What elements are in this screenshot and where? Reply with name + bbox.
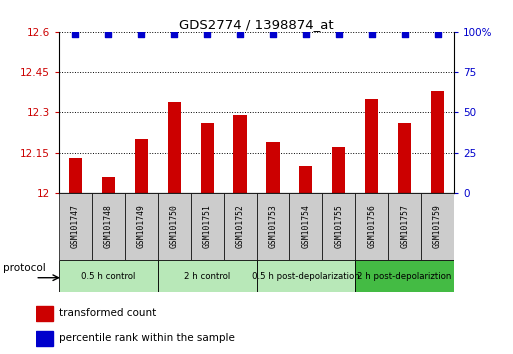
- Text: GSM101753: GSM101753: [268, 205, 278, 249]
- Point: [170, 31, 179, 37]
- Bar: [59, 260, 158, 292]
- Text: protocol: protocol: [3, 263, 46, 273]
- Point: [334, 31, 343, 37]
- Text: percentile rank within the sample: percentile rank within the sample: [59, 333, 235, 343]
- Point: [368, 31, 376, 37]
- Bar: [191, 193, 224, 260]
- Bar: [135, 139, 148, 193]
- Point: [269, 31, 277, 37]
- Bar: [256, 193, 289, 260]
- Text: GSM101754: GSM101754: [301, 205, 310, 249]
- Bar: [158, 193, 191, 260]
- Bar: [421, 193, 454, 260]
- Point: [401, 31, 409, 37]
- Bar: [355, 193, 388, 260]
- Bar: [36, 331, 53, 346]
- Bar: [266, 142, 280, 193]
- Point: [71, 31, 80, 37]
- Text: GSM101759: GSM101759: [433, 205, 442, 249]
- Text: GSM101748: GSM101748: [104, 205, 113, 249]
- Bar: [365, 99, 378, 193]
- Bar: [322, 193, 355, 260]
- Bar: [355, 260, 454, 292]
- Bar: [431, 91, 444, 193]
- Bar: [289, 193, 322, 260]
- Point: [302, 31, 310, 37]
- Bar: [256, 260, 355, 292]
- Bar: [59, 193, 92, 260]
- Text: GSM101749: GSM101749: [137, 205, 146, 249]
- Text: 2 h post-depolariztion: 2 h post-depolariztion: [358, 272, 452, 281]
- Bar: [69, 158, 82, 193]
- Text: 0.5 h post-depolarization: 0.5 h post-depolarization: [252, 272, 360, 281]
- Point: [104, 31, 112, 37]
- Point: [137, 31, 145, 37]
- Text: 2 h control: 2 h control: [184, 272, 230, 281]
- Bar: [224, 193, 256, 260]
- Point: [433, 31, 442, 37]
- Bar: [125, 193, 158, 260]
- Text: GSM101751: GSM101751: [203, 205, 212, 249]
- Text: GSM101747: GSM101747: [71, 205, 80, 249]
- Bar: [168, 102, 181, 193]
- Bar: [299, 166, 312, 193]
- Bar: [201, 123, 214, 193]
- Text: GSM101752: GSM101752: [235, 205, 245, 249]
- Bar: [233, 115, 247, 193]
- Point: [203, 31, 211, 37]
- Bar: [36, 306, 53, 321]
- Bar: [388, 193, 421, 260]
- Text: GSM101757: GSM101757: [400, 205, 409, 249]
- Text: 0.5 h control: 0.5 h control: [81, 272, 135, 281]
- Text: GSM101750: GSM101750: [170, 205, 179, 249]
- Bar: [102, 177, 115, 193]
- Title: GDS2774 / 1398874_at: GDS2774 / 1398874_at: [179, 18, 334, 31]
- Point: [236, 31, 244, 37]
- Text: GSM101755: GSM101755: [334, 205, 343, 249]
- Bar: [332, 147, 345, 193]
- Bar: [158, 260, 256, 292]
- Text: GSM101756: GSM101756: [367, 205, 376, 249]
- Bar: [92, 193, 125, 260]
- Bar: [398, 123, 411, 193]
- Text: transformed count: transformed count: [59, 308, 156, 318]
